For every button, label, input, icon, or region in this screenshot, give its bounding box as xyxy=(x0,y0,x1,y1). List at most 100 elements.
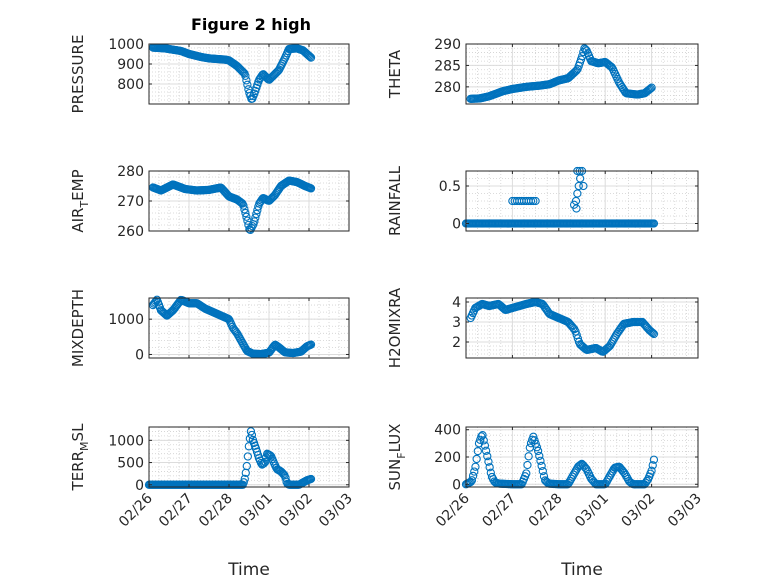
data-point xyxy=(476,435,485,445)
data-point xyxy=(606,471,615,480)
data-point xyxy=(479,436,488,445)
subplot-1: 800 900 1000 PRESSURE xyxy=(69,35,350,114)
subplot-5: 0 1000 MIXDEPTH xyxy=(69,289,350,367)
data-point xyxy=(533,446,543,456)
data-point xyxy=(645,85,654,94)
data-point xyxy=(572,66,581,75)
data-point xyxy=(524,452,533,461)
y-tick-label: 280 xyxy=(117,164,144,180)
data-point xyxy=(304,51,314,60)
y-tick-label: 285 xyxy=(434,58,461,74)
data-point xyxy=(608,337,617,346)
data-point xyxy=(579,181,588,191)
data-point xyxy=(649,455,659,464)
data-point xyxy=(603,475,612,484)
data-point xyxy=(230,325,239,335)
subplot-6: 2 3 4 H2OMIXRA xyxy=(386,287,699,368)
data-point xyxy=(470,467,479,476)
data-point xyxy=(243,80,252,89)
data-point xyxy=(473,446,482,456)
data-point xyxy=(649,219,659,228)
x-axis-label: Time xyxy=(560,560,603,580)
y-tick-label: 260 xyxy=(117,224,144,240)
y-axis-label: THETA xyxy=(386,49,404,99)
data-point xyxy=(258,459,268,469)
data-point xyxy=(242,212,251,221)
y-axis-label: RAINFALL xyxy=(386,165,404,236)
data-point xyxy=(605,341,615,350)
data-point xyxy=(259,459,269,468)
data-point xyxy=(240,474,249,484)
data-point xyxy=(646,84,655,93)
x-axis-label: Time xyxy=(227,560,270,580)
data-point xyxy=(239,201,248,210)
y-tick-label: 200 xyxy=(434,450,461,466)
data-point xyxy=(647,83,656,92)
y-tick-label: 3 xyxy=(452,315,461,331)
data-point xyxy=(485,463,494,472)
data-point xyxy=(648,461,657,470)
y-tick-label: 0 xyxy=(135,347,144,363)
data-point xyxy=(648,328,657,338)
data-point xyxy=(567,474,576,483)
y-tick-label: 290 xyxy=(434,37,461,53)
data-point xyxy=(529,196,538,206)
data-point xyxy=(647,327,656,337)
data-point xyxy=(243,452,252,461)
data-point xyxy=(281,473,290,483)
y-tick-label: 1000 xyxy=(108,312,144,328)
data-point xyxy=(535,451,544,461)
data-point xyxy=(568,472,577,481)
y-tick-label: 0.5 xyxy=(439,179,461,195)
data-point xyxy=(531,439,540,448)
y-tick-label: 270 xyxy=(117,194,144,210)
subplot-grid: 800 900 1000 PRESSURE 280 285 290 THETA 260 270 28… xyxy=(69,35,705,580)
data-point xyxy=(242,76,251,85)
data-point xyxy=(251,213,260,222)
data-point xyxy=(572,204,581,213)
data-point xyxy=(246,427,256,436)
data-point xyxy=(471,462,480,471)
y-tick-label: 280 xyxy=(434,80,461,96)
data-point xyxy=(537,461,546,471)
data-point xyxy=(273,67,282,76)
data-point xyxy=(539,472,549,481)
data-point xyxy=(250,217,259,226)
data-point xyxy=(523,460,532,470)
data-point xyxy=(468,471,478,481)
data-point xyxy=(478,431,487,440)
y-axis-label: PRESSURE xyxy=(69,35,87,114)
data-point xyxy=(241,208,250,218)
y-axis-label: AIRTEMP xyxy=(69,169,91,232)
data-point xyxy=(621,470,630,480)
data-point xyxy=(565,476,575,486)
data-point xyxy=(247,430,257,440)
data-point xyxy=(484,457,493,466)
data-point xyxy=(241,71,250,81)
data-point xyxy=(240,205,249,214)
data-point xyxy=(531,196,540,206)
data-point xyxy=(239,478,248,487)
data-point xyxy=(569,470,578,479)
y-axis-label: MIXDEPTH xyxy=(69,289,87,367)
axes-box xyxy=(465,43,699,105)
axes-box xyxy=(148,43,350,105)
data-point xyxy=(649,329,659,339)
data-point xyxy=(481,446,491,455)
axes-box xyxy=(148,426,350,488)
data-point xyxy=(306,53,316,62)
data-point xyxy=(642,476,651,486)
y-tick-label: 800 xyxy=(117,77,144,93)
y-tick-label: 0 xyxy=(135,478,144,494)
data-point xyxy=(477,432,486,441)
data-point xyxy=(306,184,316,193)
y-tick-label: 900 xyxy=(117,57,144,73)
subplot-3: 260 270 280 AIRTEMP xyxy=(69,164,350,240)
data-point xyxy=(607,339,616,348)
data-point xyxy=(252,209,261,219)
data-point xyxy=(472,454,481,464)
data-point xyxy=(570,468,579,477)
data-point xyxy=(620,468,629,478)
axes-box xyxy=(465,170,699,232)
